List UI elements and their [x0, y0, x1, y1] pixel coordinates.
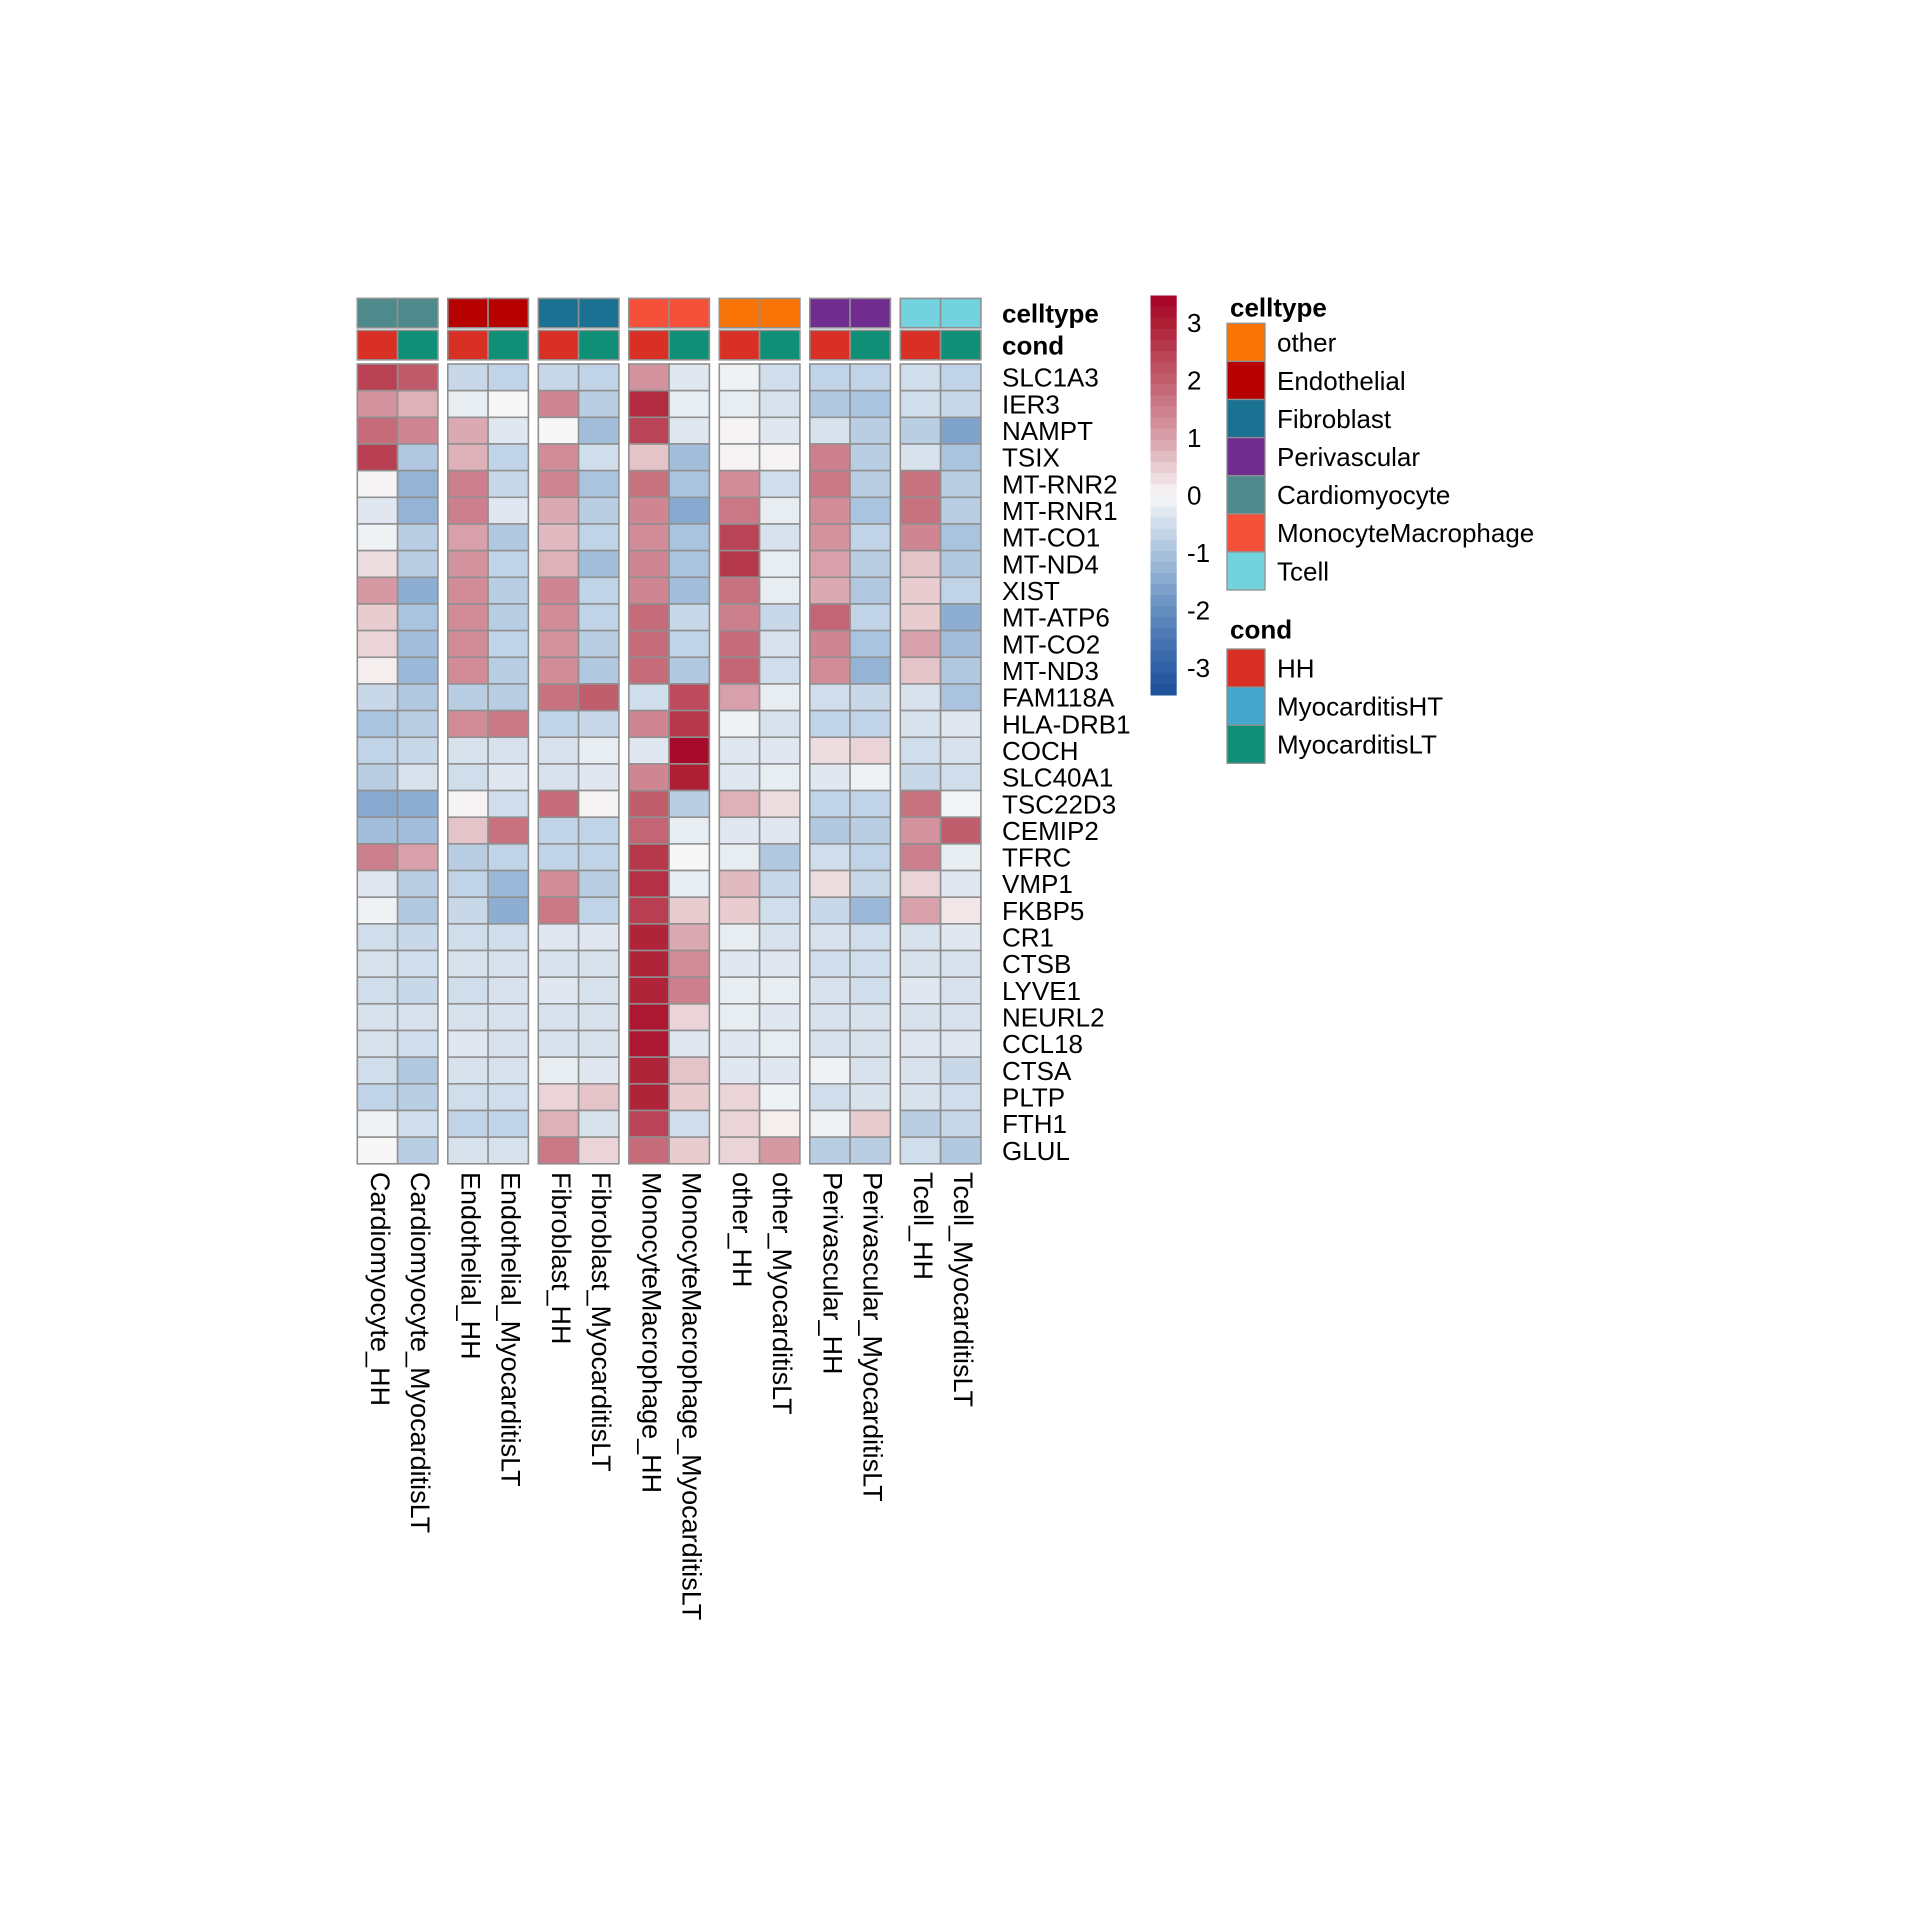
svg-text:other: other [1277, 328, 1337, 358]
svg-text:IER3: IER3 [1002, 389, 1060, 419]
svg-text:cond: cond [1002, 330, 1064, 360]
svg-text:2: 2 [1187, 366, 1201, 396]
svg-text:TSIX: TSIX [1002, 443, 1060, 473]
svg-text:cond: cond [1230, 615, 1292, 645]
svg-text:MT-ATP6: MT-ATP6 [1002, 603, 1110, 633]
svg-text:MT-ND4: MT-ND4 [1002, 549, 1099, 579]
svg-text:MT-ND3: MT-ND3 [1002, 656, 1099, 686]
svg-text:FTH1: FTH1 [1002, 1109, 1067, 1139]
svg-text:Endothelial_HH: Endothelial_HH [455, 1172, 485, 1360]
svg-text:Fibroblast_MyocarditisLT: Fibroblast_MyocarditisLT [586, 1172, 616, 1472]
svg-text:Endothelial_MyocarditisLT: Endothelial_MyocarditisLT [496, 1172, 526, 1487]
svg-text:MyocarditisLT: MyocarditisLT [1277, 730, 1437, 760]
svg-text:Perivascular: Perivascular [1277, 442, 1420, 472]
svg-text:CR1: CR1 [1002, 923, 1054, 953]
svg-text:Tcell: Tcell [1277, 556, 1329, 586]
svg-text:GLUL: GLUL [1002, 1136, 1070, 1166]
svg-text:MonocyteMacrophage: MonocyteMacrophage [1277, 518, 1534, 548]
svg-text:MonocyteMacrophage_HH: MonocyteMacrophage_HH [636, 1172, 666, 1493]
svg-text:Cardiomyocyte: Cardiomyocyte [1277, 480, 1450, 510]
svg-text:other_HH: other_HH [727, 1172, 757, 1288]
svg-text:CTSA: CTSA [1002, 1056, 1072, 1086]
svg-text:Cardiomyocyte_MyocarditisLT: Cardiomyocyte_MyocarditisLT [405, 1172, 435, 1533]
svg-text:TSC22D3: TSC22D3 [1002, 789, 1116, 819]
svg-text:1: 1 [1187, 423, 1201, 453]
svg-text:TFRC: TFRC [1002, 843, 1071, 873]
svg-text:FKBP5: FKBP5 [1002, 896, 1084, 926]
svg-text:other_MyocarditisLT: other_MyocarditisLT [767, 1172, 797, 1415]
svg-text:MT-CO1: MT-CO1 [1002, 523, 1100, 553]
svg-text:MT-RNR1: MT-RNR1 [1002, 496, 1118, 526]
svg-text:celltype: celltype [1230, 293, 1327, 323]
svg-text:HH: HH [1277, 653, 1315, 683]
svg-text:Perivascular_MyocarditisLT: Perivascular_MyocarditisLT [858, 1172, 888, 1502]
svg-text:NAMPT: NAMPT [1002, 416, 1093, 446]
svg-text:celltype: celltype [1002, 298, 1099, 328]
svg-text:COCH: COCH [1002, 736, 1079, 766]
svg-text:-1: -1 [1187, 538, 1210, 568]
svg-text:Fibroblast: Fibroblast [1277, 404, 1392, 434]
svg-text:NEURL2: NEURL2 [1002, 1003, 1105, 1033]
svg-text:3: 3 [1187, 308, 1201, 338]
svg-text:MyocarditisHT: MyocarditisHT [1277, 692, 1443, 722]
svg-text:SLC40A1: SLC40A1 [1002, 763, 1113, 793]
svg-text:MT-CO2: MT-CO2 [1002, 629, 1100, 659]
svg-text:CCL18: CCL18 [1002, 1029, 1083, 1059]
svg-text:XIST: XIST [1002, 576, 1060, 606]
svg-text:PLTP: PLTP [1002, 1083, 1065, 1113]
svg-text:Perivascular_HH: Perivascular_HH [817, 1172, 847, 1375]
svg-text:-2: -2 [1187, 596, 1210, 626]
svg-text:VMP1: VMP1 [1002, 869, 1073, 899]
svg-text:MonocyteMacrophage_Myocarditis: MonocyteMacrophage_MyocarditisLT [677, 1172, 707, 1620]
svg-text:Tcell_HH: Tcell_HH [908, 1172, 938, 1280]
svg-text:CEMIP2: CEMIP2 [1002, 816, 1099, 846]
svg-text:Endothelial: Endothelial [1277, 366, 1406, 396]
svg-text:MT-RNR2: MT-RNR2 [1002, 469, 1118, 499]
svg-text:SLC1A3: SLC1A3 [1002, 363, 1099, 393]
svg-text:HLA-DRB1: HLA-DRB1 [1002, 709, 1131, 739]
svg-text:Fibroblast_HH: Fibroblast_HH [546, 1172, 576, 1345]
svg-text:-3: -3 [1187, 653, 1210, 683]
svg-text:LYVE1: LYVE1 [1002, 976, 1081, 1006]
svg-text:Tcell_MyocarditisLT: Tcell_MyocarditisLT [948, 1172, 978, 1407]
svg-text:Cardiomyocyte_HH: Cardiomyocyte_HH [365, 1172, 395, 1406]
svg-text:0: 0 [1187, 481, 1201, 511]
svg-text:CTSB: CTSB [1002, 949, 1071, 979]
svg-text:FAM118A: FAM118A [1002, 683, 1115, 713]
